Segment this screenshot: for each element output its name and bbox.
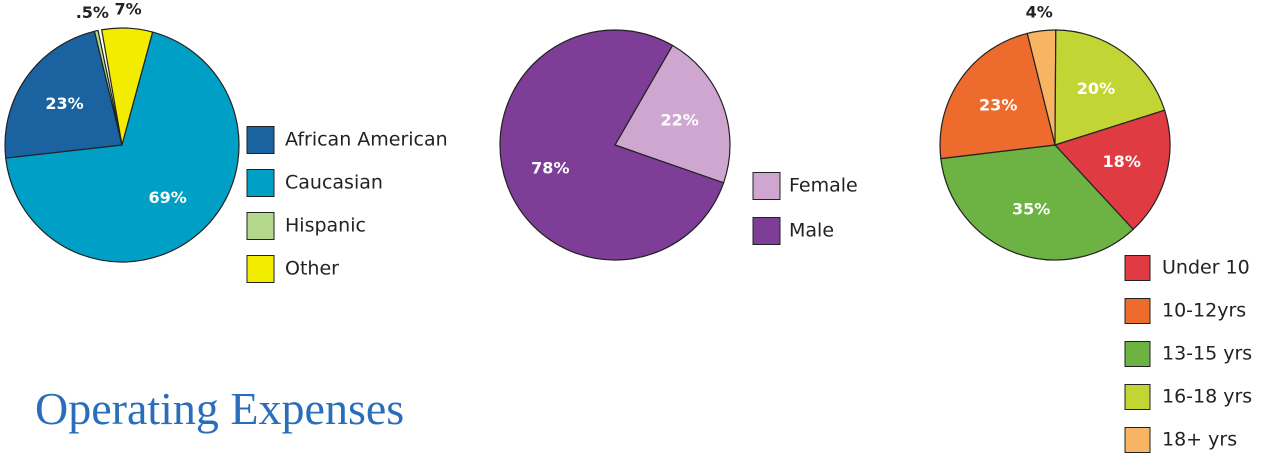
pie-slice [614,44,731,184]
legend-label: 18+ yrs [1162,429,1237,451]
legend-swatch [246,126,275,154]
legend-label: Other [285,258,339,280]
legend-swatch [752,172,781,200]
pie-slice [93,29,123,146]
legend-swatch [1124,255,1151,281]
legend-swatch [1124,298,1151,324]
legend-label: Caucasian [285,172,383,194]
legend-label: Female [789,175,858,197]
slice-label: 18% [1103,152,1141,171]
legend-swatch [752,217,781,245]
legend-label: 10-12yrs [1162,300,1246,322]
legend-label: Male [789,220,834,242]
pie-slice [939,32,1056,160]
legend-swatch [246,212,275,240]
legend-swatch [1124,384,1151,410]
slice-label: 4% [1026,2,1053,21]
legend-label: Hispanic [285,215,366,237]
slice-label: 23% [45,94,83,113]
legend-swatch [246,169,275,197]
legend-label: Under 10 [1162,257,1250,279]
pie-slice [4,30,123,159]
legend-label: African American [285,129,448,151]
legend-swatch [246,255,275,283]
slice-label: 35% [1012,199,1050,218]
section-heading: Operating Expenses [35,383,404,434]
slice-label: 78% [531,159,569,178]
legend-label: 16-18 yrs [1162,386,1252,408]
pie-slice [1054,29,1166,146]
slice-label: 22% [661,110,699,129]
pie-slice [5,31,240,263]
pie-slice [940,144,1134,261]
legend-label: 13-15 yrs [1162,343,1252,365]
slice-label: 20% [1077,79,1115,98]
pie-slice [1053,109,1171,231]
slice-label: 7% [115,0,142,19]
slice-label: .5% [76,3,109,22]
pie-slice [499,29,725,261]
legend-swatch [1124,341,1151,367]
legend-swatch [1124,427,1151,453]
slice-label: 69% [149,188,187,207]
slice-label: 23% [979,95,1017,114]
